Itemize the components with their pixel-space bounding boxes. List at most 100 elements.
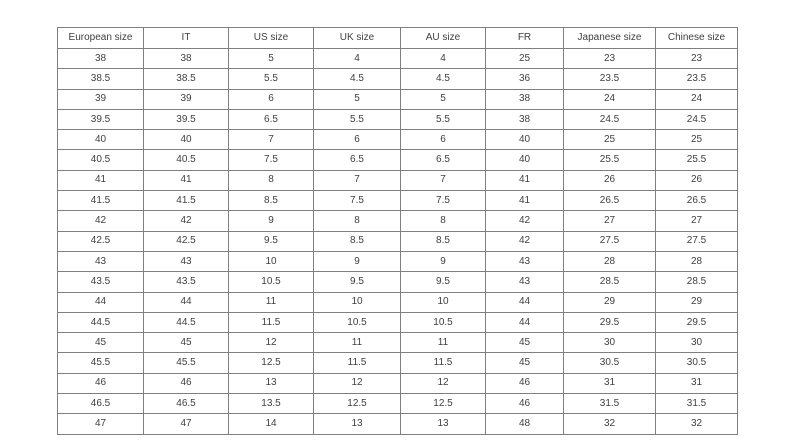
table-cell: 43 — [485, 250, 564, 273]
table-cell: 23.5 — [563, 68, 656, 90]
table-cell: 25.5 — [563, 149, 656, 171]
table-cell: 41.5 — [143, 190, 229, 212]
table-cell: 42 — [485, 210, 564, 232]
table-cell: 45 — [485, 332, 564, 354]
table-cell: 31.5 — [563, 393, 656, 415]
table-cell: 11 — [313, 332, 401, 354]
table-cell: 46 — [485, 393, 564, 415]
table-cell: 39.5 — [143, 108, 229, 131]
table-row: 46.5 46.5 13.5 12.5 12.5 46 31.5 31.5 — [57, 393, 738, 415]
column-header: US size — [228, 27, 314, 49]
table-cell: 38.5 — [143, 68, 229, 90]
table-cell: 47 — [57, 413, 144, 435]
table-cell: 6 — [228, 88, 314, 110]
table-cell: 4.5 — [313, 68, 401, 90]
table-row: 44 44 11 10 10 44 29 29 — [57, 291, 738, 313]
table-cell: 46.5 — [143, 393, 229, 415]
table-cell: 48 — [485, 413, 564, 435]
table-cell: 29 — [655, 291, 738, 313]
table-row: 44.5 44.5 11.5 10.5 10.5 44 29.5 29.5 — [57, 311, 738, 334]
table-cell: 40.5 — [143, 149, 229, 171]
table-row: 41 41 8 7 7 41 26 26 — [57, 169, 738, 192]
table-cell: 45.5 — [57, 352, 144, 374]
table-cell: 45 — [485, 352, 564, 374]
table-cell: 7 — [228, 129, 314, 151]
table-cell: 42 — [485, 230, 564, 252]
table-cell: 38.5 — [57, 68, 144, 90]
table-cell: 8 — [228, 169, 314, 192]
table-cell: 9 — [228, 210, 314, 232]
table-cell: 26.5 — [563, 190, 656, 212]
table-cell: 12 — [228, 332, 314, 354]
table-cell: 43 — [485, 271, 564, 293]
table-cell: 8 — [313, 210, 401, 232]
table-cell: 6.5 — [313, 149, 401, 171]
table-cell: 9.5 — [313, 271, 401, 293]
table-cell: 47 — [143, 413, 229, 435]
table-header-row: European size IT US size UK size AU size FR Ja… — [57, 27, 738, 49]
table-cell: 38 — [485, 108, 564, 131]
table-cell: 43.5 — [143, 271, 229, 293]
table-cell: 5 — [313, 88, 401, 110]
table-cell: 29 — [563, 291, 656, 313]
column-header: Chinese size — [655, 27, 738, 49]
table-cell: 43.5 — [57, 271, 144, 293]
table-cell: 9 — [400, 250, 486, 273]
table-cell: 31 — [655, 372, 738, 395]
table-cell: 9.5 — [400, 271, 486, 293]
table-cell: 5.5 — [400, 108, 486, 131]
table-cell: 6 — [313, 129, 401, 151]
table-cell: 31.5 — [655, 393, 738, 415]
table-cell: 5 — [228, 47, 314, 70]
table-row: 38 38 5 4 4 25 23 23 — [57, 47, 738, 70]
table-cell: 43 — [57, 250, 144, 273]
table-cell: 10.5 — [313, 311, 401, 334]
table-cell: 12.5 — [228, 352, 314, 374]
table-cell: 42 — [143, 210, 229, 232]
table-cell: 12 — [400, 372, 486, 395]
table-cell: 28 — [563, 250, 656, 273]
table-cell: 11 — [228, 291, 314, 313]
column-header: AU size — [400, 27, 486, 49]
table-cell: 44 — [57, 291, 144, 313]
table-cell: 23 — [563, 47, 656, 70]
table-row: 45.5 45.5 12.5 11.5 11.5 45 30.5 30.5 — [57, 352, 738, 374]
table-cell: 26 — [563, 169, 656, 192]
table-cell: 24.5 — [655, 108, 738, 131]
table-cell: 38 — [57, 47, 144, 70]
table-cell: 9 — [313, 250, 401, 273]
table-cell: 41 — [485, 190, 564, 212]
table-cell: 39 — [143, 88, 229, 110]
table-row: 47 47 14 13 13 48 32 32 — [57, 413, 738, 435]
table-cell: 29.5 — [563, 311, 656, 334]
table-cell: 32 — [563, 413, 656, 435]
table-cell: 7 — [400, 169, 486, 192]
column-header: FR — [485, 27, 564, 49]
table-cell: 13 — [400, 413, 486, 435]
column-header: Japanese size — [563, 27, 656, 49]
table-cell: 12 — [313, 372, 401, 395]
table-row: 43 43 10 9 9 43 28 28 — [57, 250, 738, 273]
table-cell: 4 — [313, 47, 401, 70]
table-cell: 41.5 — [57, 190, 144, 212]
table-cell: 45 — [57, 332, 144, 354]
table-row: 39.5 39.5 6.5 5.5 5.5 38 24.5 24.5 — [57, 108, 738, 131]
table-cell: 9.5 — [228, 230, 314, 252]
table-cell: 7.5 — [400, 190, 486, 212]
table-cell: 23.5 — [655, 68, 738, 90]
table-cell: 6.5 — [400, 149, 486, 171]
table-cell: 23 — [655, 47, 738, 70]
table-cell: 28.5 — [655, 271, 738, 293]
table-cell: 7.5 — [313, 190, 401, 212]
table-cell: 27 — [655, 210, 738, 232]
table-cell: 25 — [485, 47, 564, 70]
table-cell: 41 — [143, 169, 229, 192]
table-cell: 39 — [57, 88, 144, 110]
table-cell: 44 — [143, 291, 229, 313]
size-conversion-table: European size IT US size UK size AU size FR Ja… — [57, 27, 738, 435]
table-cell: 26.5 — [655, 190, 738, 212]
table-cell: 42.5 — [143, 230, 229, 252]
table-cell: 13 — [313, 413, 401, 435]
table-cell: 28.5 — [563, 271, 656, 293]
table-row: 39 39 6 5 5 38 24 24 — [57, 88, 738, 110]
